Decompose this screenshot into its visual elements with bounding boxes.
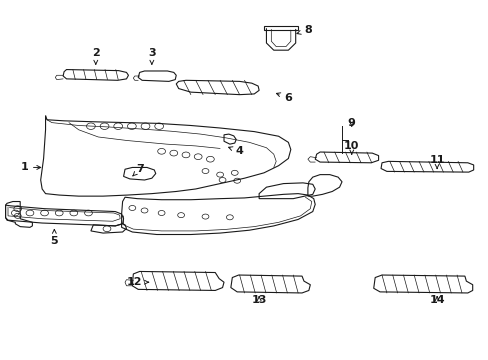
Text: 6: 6 [276, 93, 292, 103]
Text: 2: 2 [92, 48, 100, 64]
Text: 8: 8 [296, 25, 311, 35]
Text: 11: 11 [428, 155, 444, 168]
Text: 5: 5 [50, 229, 58, 246]
Text: 12: 12 [127, 277, 148, 287]
Text: 3: 3 [148, 48, 155, 64]
Text: 14: 14 [428, 295, 444, 305]
Text: 9: 9 [347, 118, 355, 128]
Text: 13: 13 [251, 295, 266, 305]
Text: 10: 10 [344, 141, 359, 154]
Text: 7: 7 [133, 164, 143, 176]
Text: 4: 4 [228, 146, 243, 156]
Text: 1: 1 [20, 162, 41, 172]
